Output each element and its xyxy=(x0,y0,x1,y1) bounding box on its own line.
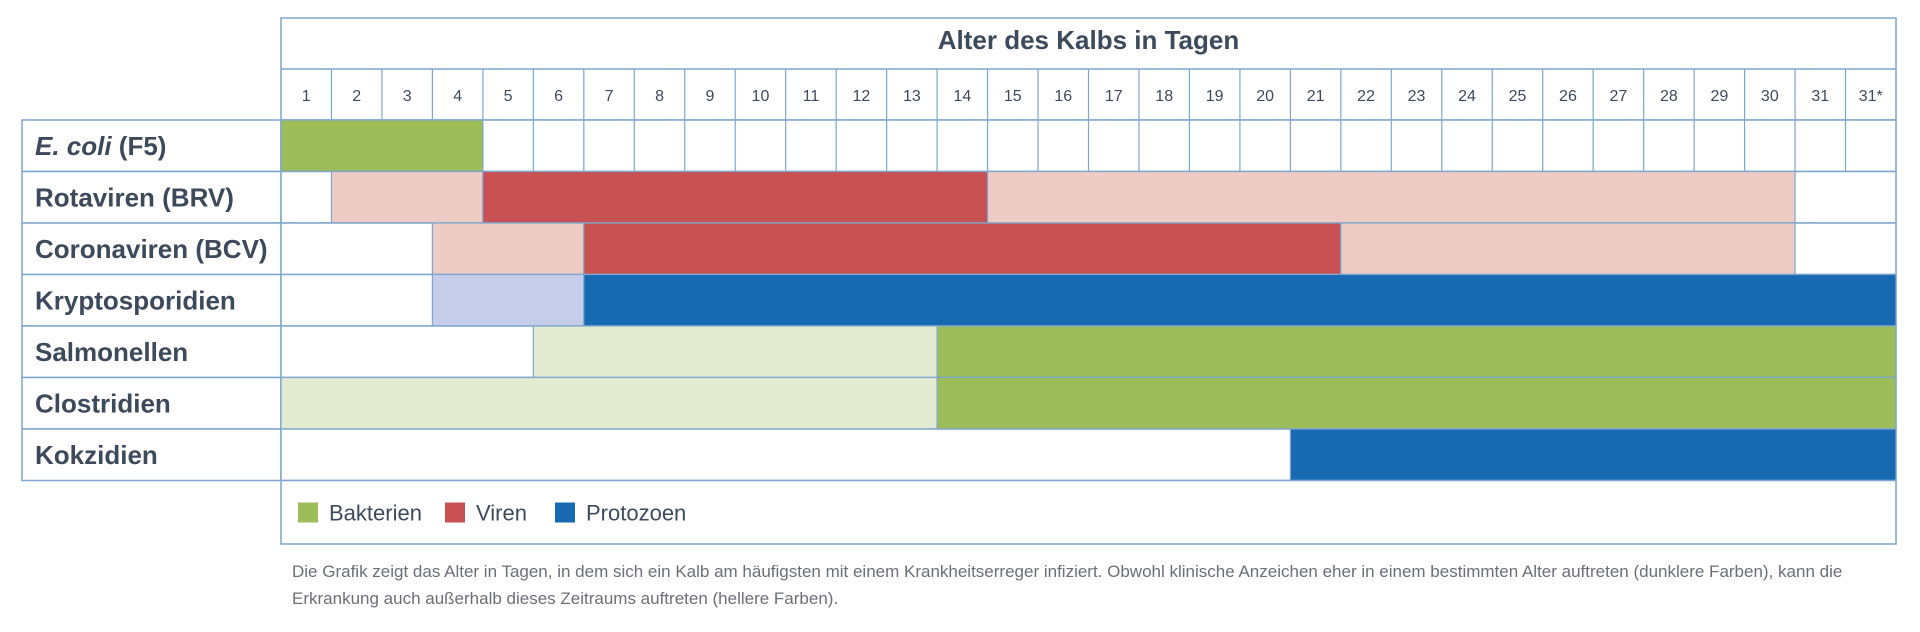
day-label-19: 19 xyxy=(1206,88,1224,105)
row-label-cell xyxy=(21,119,282,173)
bar-4-1 xyxy=(431,273,585,327)
row-label-2: Rotaviren (BRV) xyxy=(35,182,234,212)
day-label-26: 26 xyxy=(1559,88,1577,105)
legend-swatch-bacteria xyxy=(298,502,318,523)
bar-6-1 xyxy=(280,376,938,430)
legend-swatch-protozoa xyxy=(555,502,575,523)
day-label-17: 17 xyxy=(1105,88,1123,105)
day-label-24: 24 xyxy=(1458,88,1476,105)
bar-2-1 xyxy=(330,170,484,224)
bar-3-2 xyxy=(583,222,1342,276)
bar-2-3 xyxy=(986,170,1796,224)
row-label-cell xyxy=(21,325,282,379)
day-label-1: 1 xyxy=(302,88,311,105)
day-label-9: 9 xyxy=(706,88,715,105)
day-label-22: 22 xyxy=(1357,88,1375,105)
day-label-21: 21 xyxy=(1307,88,1325,105)
legend-label-viruses: Viren xyxy=(476,501,527,526)
day-label-18: 18 xyxy=(1155,88,1173,105)
row-label-6: Clostridien xyxy=(35,388,171,418)
day-label-3: 3 xyxy=(403,88,412,105)
day-label-10: 10 xyxy=(752,88,770,105)
day-label-15: 15 xyxy=(1004,88,1022,105)
day-label-27: 27 xyxy=(1610,88,1628,105)
day-label-14: 14 xyxy=(953,88,971,105)
row-label-4: Kryptosporidien xyxy=(35,285,236,315)
day-label-16: 16 xyxy=(1054,88,1072,105)
bar-4-2 xyxy=(583,273,1897,327)
legend-swatch-viruses xyxy=(445,502,465,523)
day-label-13: 13 xyxy=(903,88,921,105)
bar-2-2 xyxy=(482,170,989,224)
day-label-11: 11 xyxy=(803,88,820,105)
row-label-7: Kokzidien xyxy=(35,440,158,470)
row-label-cell xyxy=(21,170,282,224)
day-label-25: 25 xyxy=(1509,88,1527,105)
bar-1-1 xyxy=(280,119,484,173)
bar-5-2 xyxy=(936,325,1897,379)
row-label-3: Coronaviren (BCV) xyxy=(35,234,268,264)
row-label-cell xyxy=(21,222,282,276)
chart-caption: Die Grafik zeigt das Alter in Tagen, in … xyxy=(292,562,1843,608)
row-label-5: Salmonellen xyxy=(35,337,188,367)
day-label-4: 4 xyxy=(453,88,462,105)
day-label-7: 7 xyxy=(605,88,614,105)
row-label-cell xyxy=(21,376,282,430)
day-label-6: 6 xyxy=(554,88,563,105)
day-label-31: 31 xyxy=(1811,88,1829,105)
bar-3-3 xyxy=(1340,222,1796,276)
day-label-29: 29 xyxy=(1710,88,1728,105)
day-label-5: 5 xyxy=(504,88,513,105)
bar-5-1 xyxy=(532,325,938,379)
day-label-2: 2 xyxy=(352,88,361,105)
legend-box xyxy=(280,479,1897,545)
day-label-8: 8 xyxy=(655,88,664,105)
row-label-cell xyxy=(21,428,282,482)
chart-title: Alter des Kalbs in Tagen xyxy=(938,25,1239,55)
day-label-23: 23 xyxy=(1408,88,1426,105)
day-label-32: 31* xyxy=(1859,88,1883,105)
row-label-1: E. coli (F5) xyxy=(35,131,166,161)
row-label-cell xyxy=(21,273,282,327)
day-label-20: 20 xyxy=(1256,88,1274,105)
day-label-28: 28 xyxy=(1660,88,1678,105)
legend-label-protozoa: Protozoen xyxy=(586,501,686,526)
day-label-30: 30 xyxy=(1761,88,1779,105)
legend-label-bacteria: Bakterien xyxy=(329,501,422,526)
day-label-12: 12 xyxy=(852,88,870,105)
bar-7-1 xyxy=(1289,428,1897,482)
bar-3-1 xyxy=(431,222,585,276)
bar-6-2 xyxy=(936,376,1897,430)
